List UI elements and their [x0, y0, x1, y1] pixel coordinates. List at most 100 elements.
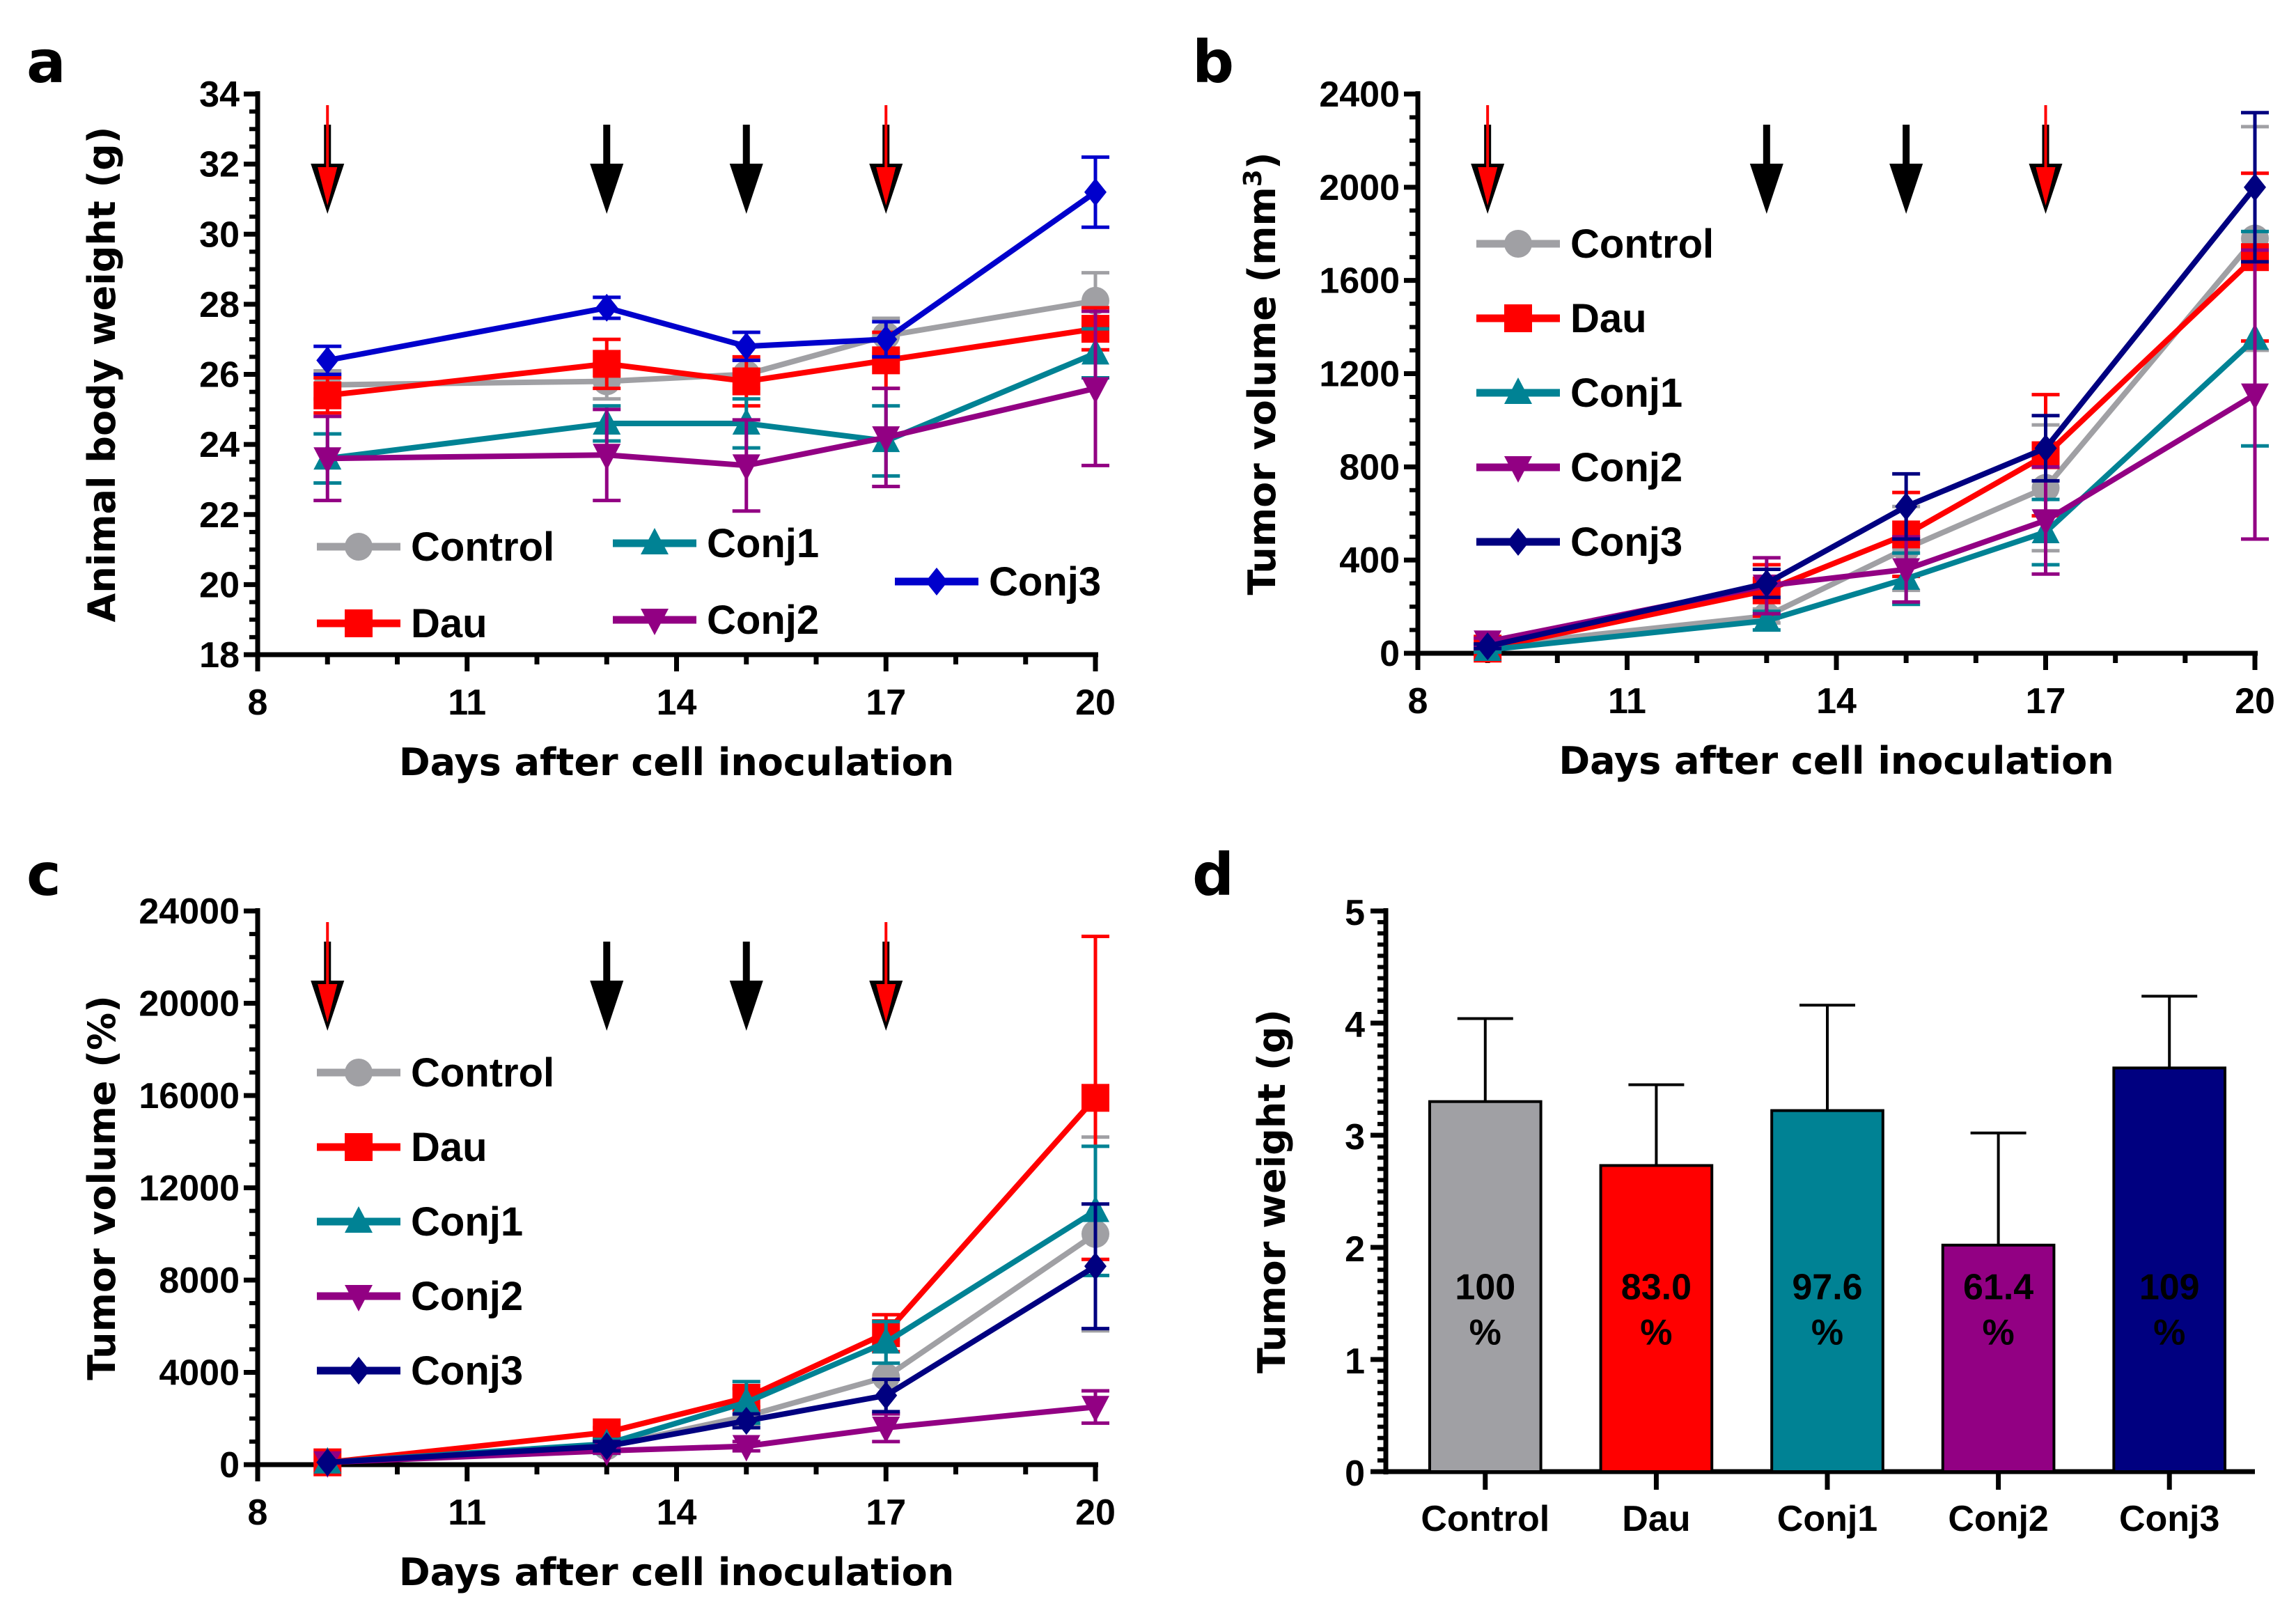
y-tick-label: 0 — [1345, 1454, 1365, 1494]
y-tick-label: 0 — [219, 1445, 240, 1486]
legend-item: Control — [1476, 221, 1714, 267]
y-tick-label: 1200 — [1319, 354, 1400, 395]
legend-item: Conj2 — [1476, 445, 1682, 490]
data-point — [313, 381, 342, 410]
x-tick-label: 20 — [1075, 683, 1116, 723]
bar-data-label-value: 109 — [2139, 1267, 2200, 1307]
series-conj3 — [316, 1202, 1109, 1476]
x-tick-label: 8 — [1408, 681, 1428, 722]
arrow-head-red — [1478, 167, 1498, 205]
legend-marker — [1504, 304, 1532, 332]
y-tick-label: 18 — [199, 635, 240, 676]
legend-label: Conj2 — [1570, 445, 1682, 490]
bar — [1770, 1109, 1884, 1473]
treatment-arrow-red — [311, 105, 345, 214]
treatment-arrow-black — [729, 125, 763, 214]
bar — [1599, 1164, 1714, 1473]
bar-data-label-unit: % — [1640, 1312, 1672, 1353]
treatment-arrow-black — [590, 942, 624, 1031]
y-tick-label: 24000 — [139, 891, 240, 932]
x-tick-label: 11 — [448, 683, 486, 723]
x-tick-label: 14 — [657, 1493, 697, 1533]
bar-data-label-value: 100 — [1455, 1267, 1515, 1307]
legend-marker — [345, 1059, 373, 1086]
data-point — [316, 1448, 339, 1476]
data-point — [1892, 558, 1921, 585]
legend-label: Conj3 — [1570, 520, 1682, 565]
x-tick-label: Conj2 — [1948, 1499, 2048, 1539]
data-point — [593, 444, 621, 471]
y-tick-label: 2400 — [1319, 75, 1400, 115]
x-tick-label: 14 — [657, 683, 697, 723]
treatment-arrow-red — [2029, 105, 2063, 214]
arrow-head — [1749, 164, 1783, 214]
data-point — [875, 1381, 898, 1410]
legend: Control Dau Conj1 Conj2 Conj3 — [317, 521, 1101, 646]
data-point — [1081, 377, 1109, 404]
data-point — [732, 367, 760, 396]
bar-data-label-unit: % — [1469, 1312, 1501, 1353]
y-axis-label: Tumor volume (mm3) — [1239, 152, 1285, 595]
data-point — [732, 1387, 760, 1414]
y-tick-label: 32 — [199, 145, 240, 185]
y-tick-label: 22 — [199, 495, 240, 536]
data-point — [313, 447, 342, 474]
series-line — [327, 350, 1097, 462]
y-tick-label: 800 — [1339, 447, 1400, 488]
x-tick-label: Conj1 — [1777, 1499, 1877, 1539]
legend-label: Conj2 — [707, 598, 819, 643]
y-tick-label: 8000 — [159, 1261, 240, 1301]
x-tick-label: 17 — [866, 1493, 906, 1533]
x-tick-label: 20 — [2235, 681, 2275, 722]
legend-item: Control — [317, 1050, 554, 1096]
x-tick-label: 8 — [248, 683, 268, 723]
y-tick-label: 3 — [1345, 1117, 1365, 1158]
treatment-arrow-red — [869, 922, 903, 1031]
data-point — [2241, 383, 2269, 410]
arrow-head-red — [2036, 167, 2056, 205]
y-axis-label: Animal body weight (g) — [80, 127, 124, 623]
data-point — [2244, 173, 2266, 201]
y-tick-label: 1 — [1345, 1341, 1365, 1382]
y-tick-label: 4000 — [159, 1353, 240, 1394]
legend-marker — [1507, 528, 1529, 556]
data-point — [1895, 492, 1918, 521]
legend-label: Conj1 — [707, 521, 819, 566]
chart-panel-b: 0 400 800 1200 1600 2000 2400 8 11 14 17 20 Days aft… — [1239, 75, 2275, 783]
x-tick-label: Control — [1421, 1499, 1549, 1539]
data-point — [872, 1327, 900, 1354]
data-point — [1084, 178, 1107, 206]
bar — [1428, 1100, 1543, 1473]
legend-label: Control — [411, 524, 554, 570]
data-point — [872, 426, 900, 453]
legend-marker — [641, 609, 669, 635]
y-tick-label: 34 — [199, 75, 240, 115]
series-conj3 — [313, 155, 1109, 376]
legend-item: Dau — [317, 1125, 487, 1170]
y-tick-label: 5 — [1345, 893, 1365, 933]
bar — [2112, 1066, 2227, 1473]
y-tick-label: 2000 — [1319, 168, 1400, 208]
y-tick-label: 0 — [1380, 634, 1400, 674]
x-axis-label: Days after cell inoculation — [399, 1550, 954, 1594]
legend-marker — [347, 1357, 370, 1385]
data-point — [1081, 1084, 1109, 1112]
x-tick-label: 11 — [1608, 681, 1646, 722]
y-tick-label: 16000 — [139, 1076, 240, 1116]
treatment-arrow-red — [1471, 105, 1505, 214]
x-axis-label: Days after cell inoculation — [1559, 739, 2114, 783]
arrow-head-red — [318, 984, 338, 1022]
y-tick-label: 4 — [1345, 1005, 1365, 1045]
y-tick-label: 30 — [199, 215, 240, 255]
y-axis-label: Tumor volume (%) — [80, 995, 124, 1380]
x-tick-label: 14 — [1816, 681, 1857, 722]
data-point — [316, 346, 339, 375]
x-tick-label: 17 — [866, 683, 906, 723]
panel-label-c: c — [26, 841, 61, 909]
bar-data-label-unit: % — [2153, 1312, 2185, 1353]
legend-marker — [641, 528, 669, 554]
bar-data-label-unit: % — [1982, 1312, 2014, 1353]
legend: Control Dau Conj1 Conj2 Conj3 — [1476, 221, 1714, 565]
legend-label: Conj3 — [411, 1348, 523, 1394]
y-tick-label: 1600 — [1319, 261, 1400, 302]
